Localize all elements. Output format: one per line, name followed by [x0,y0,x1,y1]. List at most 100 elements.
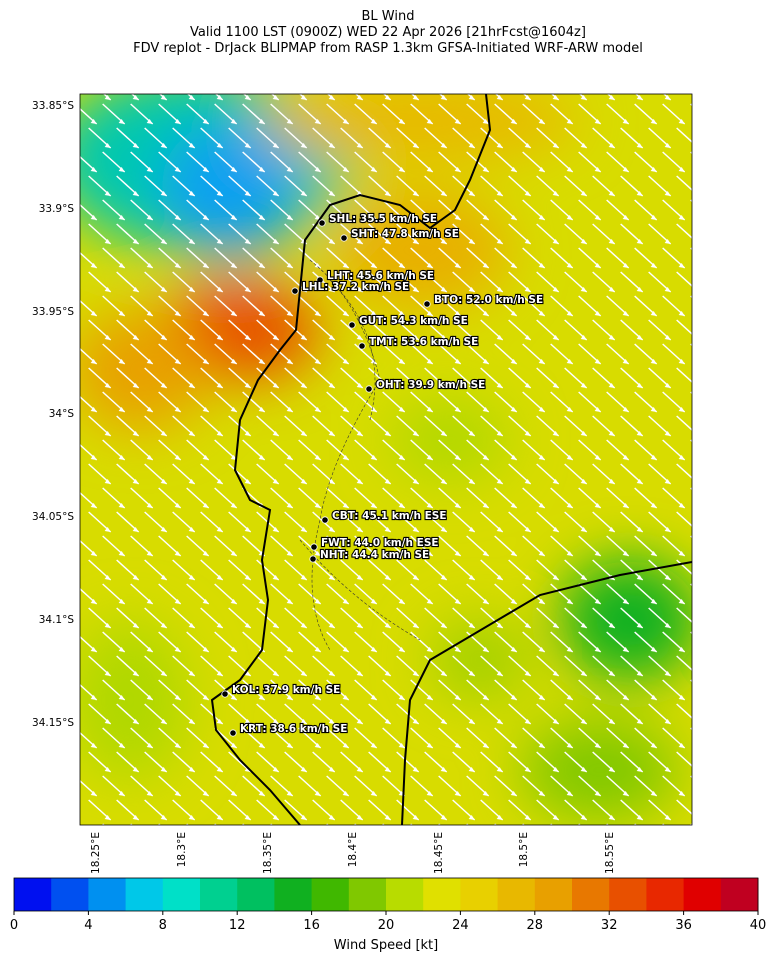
arrow-head [202,119,209,124]
arrow-head [216,431,223,436]
arrow-head [468,671,475,676]
arrow-head [566,695,573,700]
arrow-head [636,239,643,244]
arrow-head [328,719,335,724]
arrow-head [482,647,489,652]
arrow-head [328,527,335,532]
arrow-head [342,215,349,220]
colorbar-segment [497,878,536,911]
arrow-head [524,383,531,388]
arrow-head [468,719,475,724]
arrow-head [721,671,727,676]
arrow-head [552,239,559,244]
colorbar-segment [14,878,52,911]
arrow-head [356,623,363,628]
arrow-head [174,503,181,508]
arrow-head [678,455,685,460]
arrow-head [707,647,713,652]
arrow-head [371,839,377,844]
arrow-head [146,743,153,748]
arrow-head [174,647,181,652]
station-dot [423,300,431,308]
arrow-head [272,431,279,436]
arrow-head [286,215,293,220]
arrow-head [356,287,363,292]
arrow-head [104,479,111,484]
arrow-head [693,479,699,484]
arrow-head [384,239,391,244]
arrow-head [132,95,139,100]
arrow-head [566,743,573,748]
colorbar-segment [348,878,387,911]
arrow-head [202,455,209,460]
colorbar: 0 4 8 12 16 20 24 28 32 36 40 [10,877,767,933]
colorbar-tick-label: 0 [10,918,18,933]
arrow-head [664,671,671,676]
colorbar-segment [386,878,424,911]
stations: SHL: 35.5 km/h SE SHT: 47.8 km/h SE LHT: 4… [221,212,544,737]
arrow-head [693,143,699,148]
arrow-head [454,791,461,796]
colorbar-tick-label: 24 [452,918,469,933]
arrow-head [538,695,545,700]
arrow-head [496,287,503,292]
arrow-head [721,335,727,340]
arrow-head [314,647,321,652]
arrow-head [398,359,405,364]
arrow-head [426,695,433,700]
arrow-head [552,431,559,436]
arrow-head [216,383,223,388]
arrow-head [174,551,181,556]
arrow-head [440,479,447,484]
station-dot [229,729,237,737]
arrow-head [496,335,503,340]
arrow-head [258,215,265,220]
colorbar-label: Wind Speed [kt] [334,938,438,953]
arrow-head [427,839,433,844]
arrow-head [538,215,545,220]
arrow-head [398,311,405,316]
arrow-head [300,719,307,724]
wind-arrow [705,704,727,724]
arrow-head [230,119,237,124]
station-label: SHT: 47.8 km/h SE [351,228,459,240]
arrow-head [286,119,293,124]
arrow-head [594,695,601,700]
arrow-head [132,239,139,244]
arrow-head [426,455,433,460]
arrow-head [664,191,671,196]
arrow-head [679,839,685,844]
arrow-head [440,95,447,100]
arrow-head [524,623,531,628]
wind-arrow [705,224,727,244]
arrow-head [328,767,335,772]
arrow-head [272,479,279,484]
arrow-head [216,527,223,532]
arrow-head [650,119,657,124]
wind-arrow [690,583,692,587]
arrow-head [300,335,307,340]
arrow-head [244,623,251,628]
arrow-head [552,287,559,292]
colorbar-tick-label: 40 [750,918,767,933]
arrow-head [398,167,405,172]
arrow-head [244,287,251,292]
arrow-head [524,671,531,676]
wind-arrow [676,799,692,815]
arrow-head [160,335,167,340]
arrow-head [90,743,97,748]
arrow-head [664,623,671,628]
wind-arrow [690,295,692,299]
arrow-head [510,407,517,412]
coastline [210,94,492,825]
arrow-head [300,671,307,676]
arrow-head [202,743,209,748]
arrow-head [482,359,489,364]
arrow-head [244,527,251,532]
arrow-head [258,695,265,700]
arrow-head [244,143,251,148]
wind-arrow [578,823,581,825]
arrow-head [328,623,335,628]
station-label: CBT: 45.1 km/h ESE [332,510,447,522]
arrow-head [188,527,195,532]
